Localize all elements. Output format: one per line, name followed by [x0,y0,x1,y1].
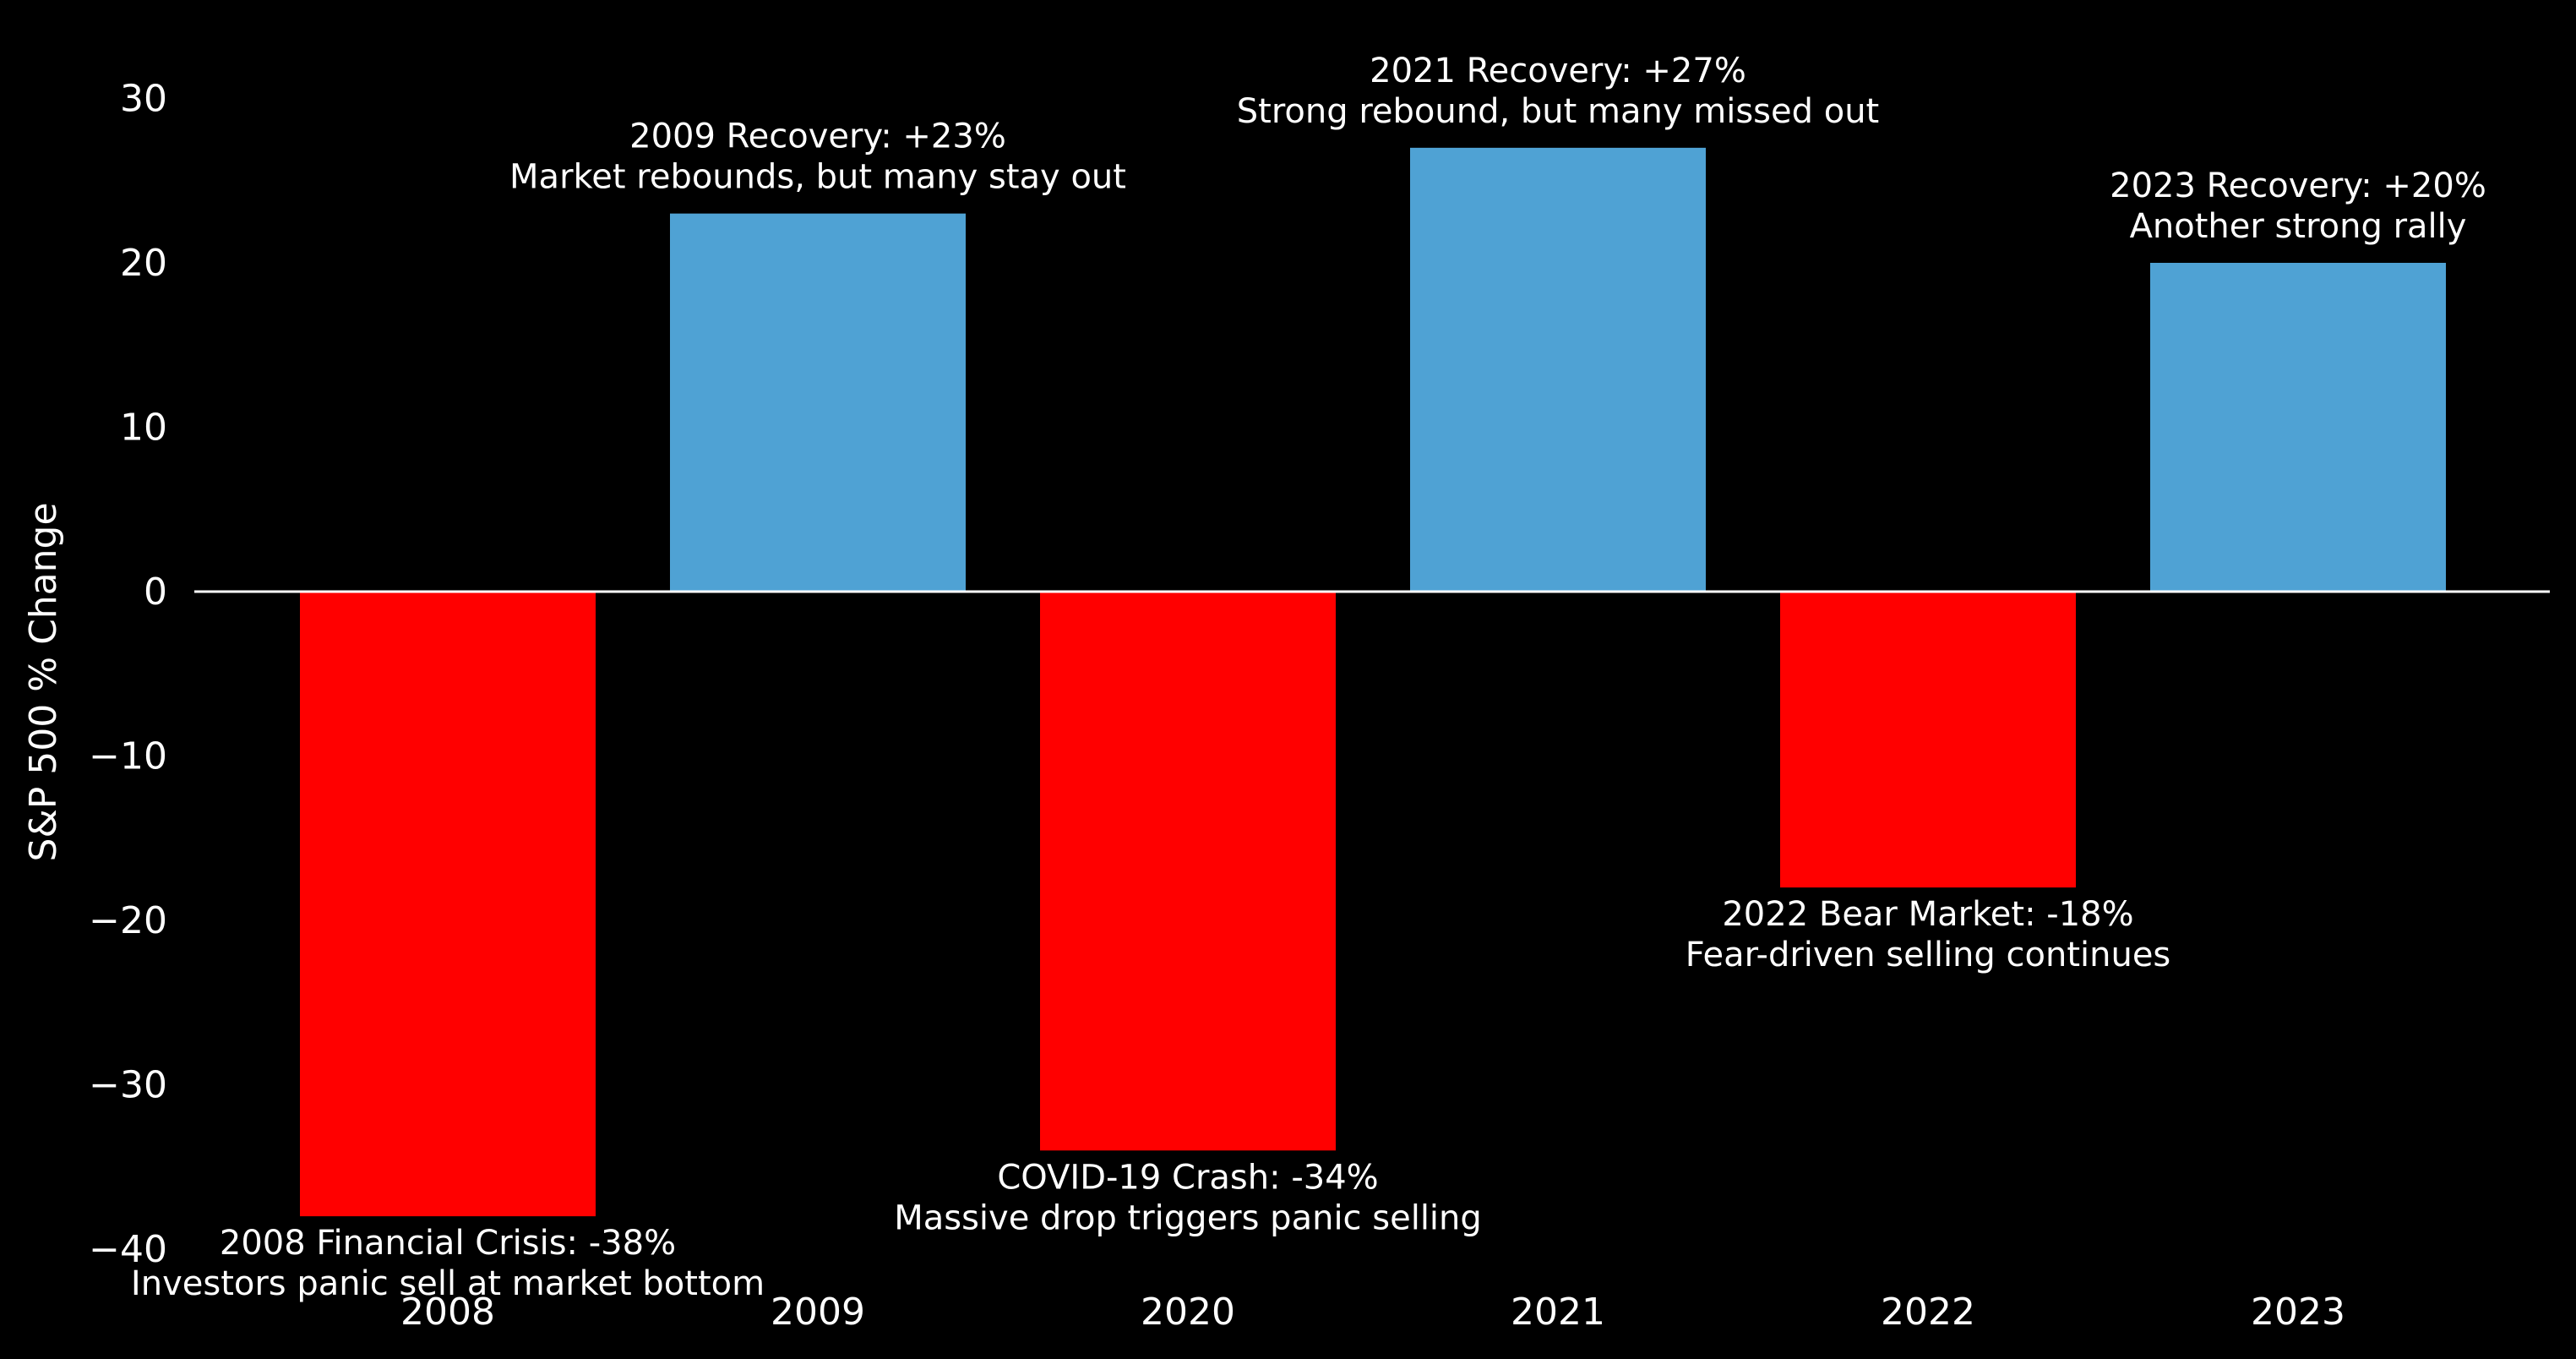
x-tick-label: 2008 [400,1291,495,1334]
annotation-2009-line-1: 2009 Recovery: +23% [629,117,1006,156]
annotation-2022-line-2: Fear-driven selling continues [1686,936,2171,974]
x-axis-ticks: 2008 2009 2020 2021 2022 2023 [400,1291,2345,1334]
annotation-2008-line-2: Investors panic sell at market bottom [131,1264,765,1303]
annotation-2023-line-1: 2023 Recovery: +20% [2110,166,2486,205]
y-tick-label: 30 [120,78,167,121]
y-axis-ticks: 30 20 10 0 −10 −20 −30 −40 [89,78,167,1272]
x-tick-label: 2020 [1141,1291,1235,1334]
y-tick-label: 20 [120,242,167,285]
x-tick-label: 2009 [771,1291,865,1334]
annotation-2022-line-1: 2022 Bear Market: -18% [1722,895,2133,934]
bars [300,147,2446,1217]
y-tick-label: −30 [89,1064,167,1107]
bar-2022 [1780,592,2076,888]
annotations: 2008 Financial Crisis: -38%Investors pan… [131,52,2486,1303]
y-tick-label: −20 [89,899,167,942]
annotation-2021-line-2: Strong rebound, but many missed out [1237,92,1879,131]
annotation-2021-line-1: 2021 Recovery: +27% [1370,52,1746,90]
y-tick-label: −10 [89,735,167,778]
annotation-2008-line-1: 2008 Financial Crisis: -38% [220,1224,676,1263]
bar-2023 [2150,263,2446,592]
bar-2009 [670,213,966,592]
x-tick-label: 2023 [2251,1291,2345,1334]
y-tick-label: 10 [120,407,167,450]
y-axis-title: S&P 500 % Change [22,502,65,861]
annotation-2020-line-1: COVID-19 Crash: -34% [997,1158,1378,1197]
bar-2008 [300,592,596,1217]
bar-2021 [1410,147,1706,592]
y-tick-label: 0 [144,570,167,614]
bar-2020 [1040,592,1336,1151]
annotation-2023-line-2: Another strong rally [2130,207,2467,246]
x-tick-label: 2021 [1511,1291,1605,1334]
annotation-2020-line-2: Massive drop triggers panic selling [894,1198,1482,1237]
x-tick-label: 2022 [1881,1291,1975,1334]
y-tick-label: −40 [89,1228,167,1271]
annotation-2009-line-2: Market rebounds, but many stay out [509,158,1126,197]
